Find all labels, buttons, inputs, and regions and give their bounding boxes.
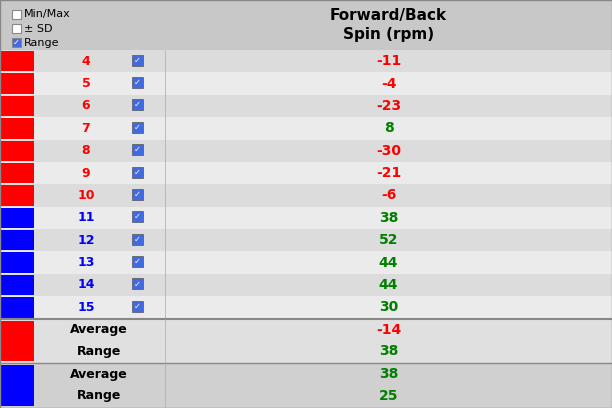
FancyBboxPatch shape (132, 55, 143, 66)
FancyBboxPatch shape (132, 278, 143, 289)
FancyBboxPatch shape (0, 185, 34, 206)
FancyBboxPatch shape (132, 122, 143, 133)
FancyBboxPatch shape (0, 363, 612, 408)
FancyBboxPatch shape (0, 274, 612, 296)
FancyBboxPatch shape (0, 319, 612, 363)
FancyBboxPatch shape (0, 365, 34, 406)
Text: 9: 9 (81, 166, 90, 180)
Text: 30: 30 (379, 300, 398, 314)
Text: Range: Range (77, 345, 121, 358)
FancyBboxPatch shape (0, 297, 34, 317)
Text: Average: Average (70, 323, 128, 336)
FancyBboxPatch shape (0, 163, 34, 183)
Text: 8: 8 (81, 144, 90, 157)
FancyBboxPatch shape (0, 73, 34, 94)
FancyBboxPatch shape (12, 38, 21, 47)
FancyBboxPatch shape (0, 140, 34, 161)
FancyBboxPatch shape (0, 321, 34, 361)
Text: 5: 5 (81, 77, 91, 90)
Text: ✓: ✓ (134, 279, 141, 288)
FancyBboxPatch shape (0, 51, 34, 71)
Text: 4: 4 (81, 55, 91, 68)
FancyBboxPatch shape (0, 229, 612, 251)
Text: ✓: ✓ (134, 168, 141, 177)
FancyBboxPatch shape (132, 234, 143, 245)
Text: ✓: ✓ (13, 38, 20, 47)
Text: 52: 52 (379, 233, 398, 247)
Text: 38: 38 (379, 368, 398, 381)
Text: -23: -23 (376, 99, 401, 113)
FancyBboxPatch shape (132, 100, 143, 111)
Text: ✓: ✓ (134, 100, 141, 109)
Text: 15: 15 (77, 301, 95, 314)
Text: ✓: ✓ (134, 78, 141, 87)
Text: ✓: ✓ (134, 190, 141, 199)
FancyBboxPatch shape (0, 253, 34, 273)
Text: 38: 38 (379, 344, 398, 358)
FancyBboxPatch shape (0, 72, 612, 95)
Text: -21: -21 (376, 166, 401, 180)
Text: -30: -30 (376, 144, 401, 157)
Text: ✓: ✓ (134, 123, 141, 132)
Text: Average: Average (70, 368, 128, 381)
Text: 38: 38 (379, 211, 398, 225)
FancyBboxPatch shape (0, 184, 612, 206)
FancyBboxPatch shape (0, 230, 34, 251)
Text: Forward/Back
Spin (rpm): Forward/Back Spin (rpm) (330, 8, 447, 42)
FancyBboxPatch shape (12, 24, 21, 33)
FancyBboxPatch shape (0, 117, 612, 140)
Text: Min/Max: Min/Max (24, 9, 71, 20)
Text: ✓: ✓ (134, 212, 141, 221)
Text: ✓: ✓ (134, 55, 141, 65)
FancyBboxPatch shape (0, 208, 34, 228)
FancyBboxPatch shape (0, 296, 612, 319)
Text: 10: 10 (77, 189, 95, 202)
Text: Range: Range (24, 38, 59, 47)
Text: 25: 25 (379, 389, 398, 403)
FancyBboxPatch shape (0, 95, 612, 117)
FancyBboxPatch shape (0, 140, 612, 162)
Text: 44: 44 (379, 255, 398, 270)
FancyBboxPatch shape (132, 256, 143, 267)
Text: ✓: ✓ (134, 235, 141, 244)
Text: -11: -11 (376, 54, 401, 68)
Text: 14: 14 (77, 278, 95, 291)
FancyBboxPatch shape (132, 166, 143, 177)
Text: 6: 6 (81, 100, 90, 113)
Text: ✓: ✓ (134, 145, 141, 154)
Text: 11: 11 (77, 211, 95, 224)
Text: ✓: ✓ (134, 257, 141, 266)
Text: 8: 8 (384, 121, 394, 135)
Text: ✓: ✓ (134, 302, 141, 311)
Text: -4: -4 (381, 77, 397, 91)
FancyBboxPatch shape (132, 211, 143, 222)
FancyBboxPatch shape (12, 10, 21, 19)
FancyBboxPatch shape (132, 301, 143, 312)
FancyBboxPatch shape (0, 162, 612, 184)
FancyBboxPatch shape (0, 50, 612, 72)
FancyBboxPatch shape (132, 77, 143, 88)
FancyBboxPatch shape (0, 118, 34, 138)
Text: 44: 44 (379, 278, 398, 292)
Text: 7: 7 (81, 122, 91, 135)
FancyBboxPatch shape (0, 0, 612, 50)
FancyBboxPatch shape (0, 96, 34, 116)
Text: 12: 12 (77, 234, 95, 247)
Text: 13: 13 (77, 256, 95, 269)
Text: -14: -14 (376, 323, 401, 337)
Text: -6: -6 (381, 188, 397, 202)
Text: ± SD: ± SD (24, 24, 53, 33)
FancyBboxPatch shape (132, 189, 143, 200)
FancyBboxPatch shape (0, 251, 612, 274)
FancyBboxPatch shape (132, 144, 143, 155)
FancyBboxPatch shape (0, 275, 34, 295)
Text: Range: Range (77, 389, 121, 402)
FancyBboxPatch shape (0, 206, 612, 229)
